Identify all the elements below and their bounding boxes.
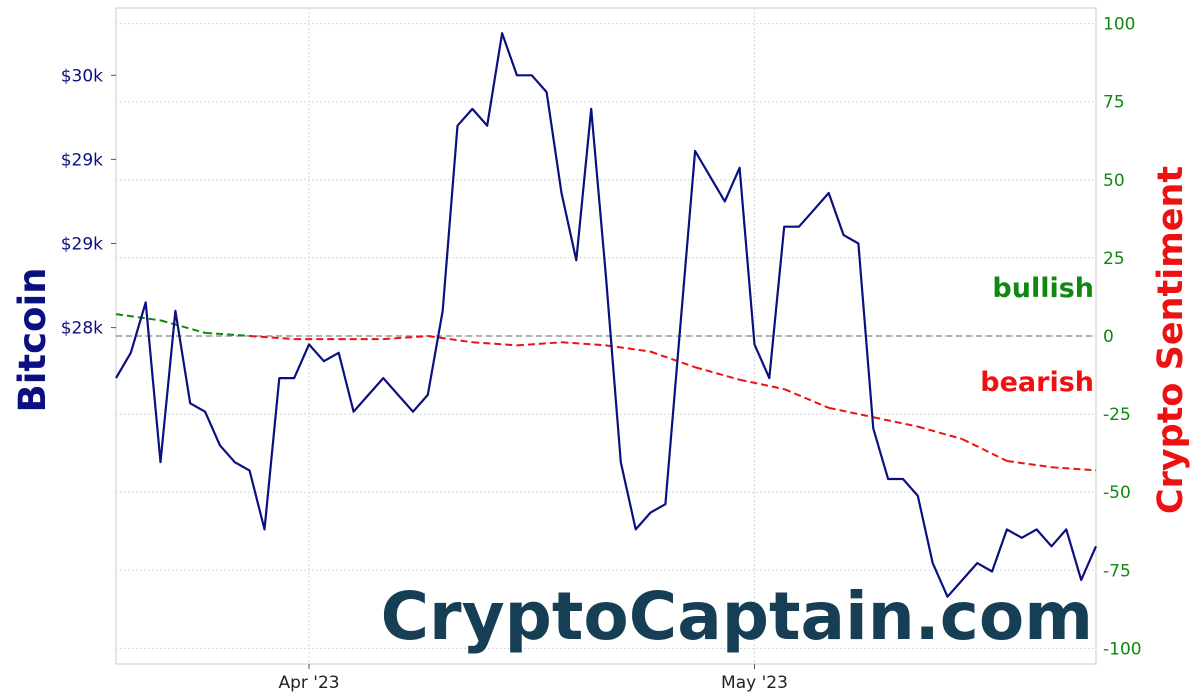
bearish-annotation: bearish <box>980 367 1094 398</box>
right-tick-label: 25 <box>1103 249 1125 269</box>
right-tick-label: -25 <box>1103 405 1131 425</box>
sentiment-series <box>115 313 1097 472</box>
right-tick-label: -50 <box>1103 483 1131 503</box>
left-axis-ticks: $30k $29k $29k $28k <box>61 66 116 339</box>
left-tick-label: $30k <box>61 66 103 86</box>
sentiment-segment <box>961 438 1008 462</box>
right-axis-label: Crypto Sentiment <box>1151 166 1191 514</box>
sentiment-segment <box>383 335 428 341</box>
right-tick-label: 0 <box>1103 327 1114 347</box>
sentiment-segment <box>427 335 473 344</box>
right-tick-label: 50 <box>1103 171 1125 191</box>
x-tick-label: Apr '23 <box>278 673 339 693</box>
watermark: CryptoCaptain.com <box>381 578 1093 655</box>
right-tick-label: 100 <box>1103 15 1135 35</box>
sentiment-segment <box>160 319 206 334</box>
x-axis-ticks: Apr '23 May '23 <box>278 664 788 693</box>
right-axis-ticks: 100 75 50 25 0 -25 -50 -75 -100 <box>1103 15 1142 660</box>
right-tick-label: 75 <box>1103 93 1125 113</box>
sentiment-segment <box>605 344 651 353</box>
sentiment-segment <box>472 341 517 347</box>
x-tick-label: May '23 <box>721 673 788 693</box>
sentiment-segment <box>516 341 562 347</box>
left-axis-label: Bitcoin <box>11 268 54 413</box>
left-tick-label: $28k <box>61 319 103 339</box>
sentiment-segment <box>694 366 740 381</box>
sentiment-segment <box>115 313 161 322</box>
bitcoin-price-line <box>115 32 1098 598</box>
sentiment-segment <box>1006 459 1052 469</box>
sentiment-segment <box>650 350 696 369</box>
sentiment-segment <box>739 378 785 391</box>
sentiment-segment <box>1051 466 1097 472</box>
bullish-annotation: bullish <box>992 273 1094 304</box>
right-tick-label: -75 <box>1103 561 1131 581</box>
grid <box>116 8 1096 664</box>
sentiment-segment <box>783 388 830 409</box>
sentiment-segment <box>873 416 919 428</box>
sentiment-segment <box>561 341 607 347</box>
sentiment-segment <box>828 406 874 419</box>
sentiment-segment <box>917 425 963 441</box>
sentiment-segment <box>205 331 250 337</box>
sentiment-segment <box>249 335 295 341</box>
left-tick-label: $29k <box>61 234 103 254</box>
right-tick-label: -100 <box>1103 639 1142 659</box>
left-tick-label: $29k <box>61 150 103 170</box>
